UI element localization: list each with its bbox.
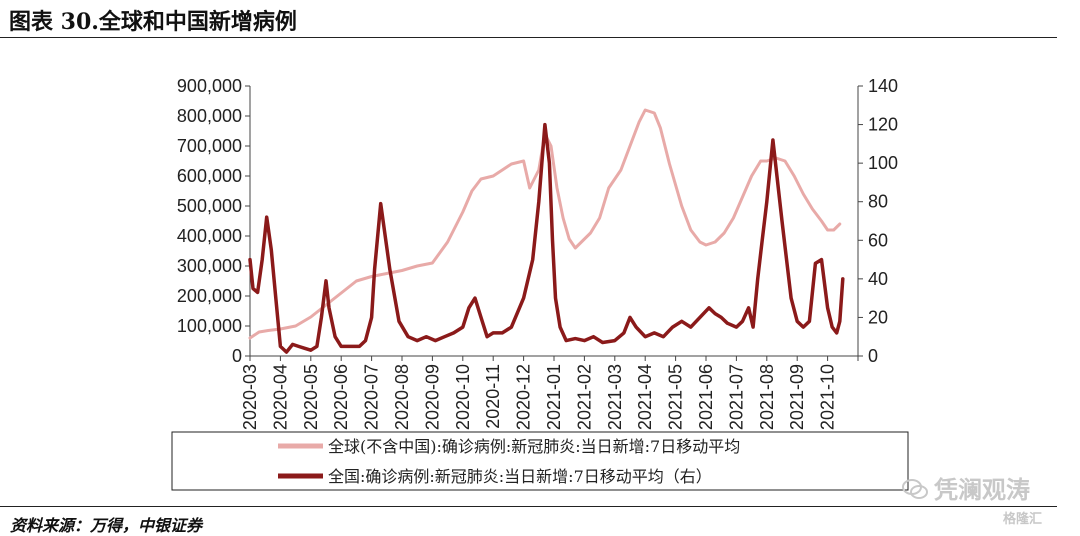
x-tick-label: 2021-10 [818, 364, 838, 430]
right-tick-label: 20 [868, 307, 888, 327]
legend-label-china: 全国:确诊病例:新冠肺炎:当日新增:7日移动平均（右） [328, 467, 712, 486]
right-tick-label: 140 [868, 76, 898, 96]
right-tick-label: 120 [868, 115, 898, 135]
x-tick-label: 2020-08 [392, 364, 412, 430]
left-tick-label: 800,000 [177, 106, 242, 126]
legend-box [171, 431, 909, 491]
x-tick-label: 2021-06 [696, 364, 716, 430]
left-tick-label: 300,000 [177, 256, 242, 276]
x-tick-label: 2020-07 [362, 364, 382, 430]
left-tick-label: 600,000 [177, 166, 242, 186]
left-tick-label: 500,000 [177, 196, 242, 216]
left-tick-label: 0 [232, 346, 242, 366]
figure-title: 图表 30.全球和中国新增病例 [9, 9, 297, 35]
x-tick-label: 2020-11 [483, 364, 503, 429]
x-tick-label: 2021-02 [574, 364, 594, 430]
x-tick-label: 2021-04 [635, 364, 655, 430]
source-note: 资料来源：万得，中银证券 [10, 516, 203, 535]
x-tick-label: 2020-12 [514, 364, 534, 430]
legend-label-global: 全球(不含中国):确诊病例:新冠肺炎:当日新增:7日移动平均 [328, 437, 740, 456]
left-tick-label: 700,000 [177, 136, 242, 156]
left-tick-label: 400,000 [177, 226, 242, 246]
series-layer [248, 108, 845, 354]
x-tick-label: 2021-07 [726, 364, 746, 430]
legend: 全球(不含中国):确诊病例:新冠肺炎:当日新增:7日移动平均 全国:确诊病例:新… [171, 431, 909, 491]
left-tick-label: 900,000 [177, 76, 242, 96]
x-tick-label: 2020-05 [301, 364, 321, 430]
bottom-divider [0, 506, 1057, 507]
right-tick-label: 60 [868, 230, 888, 250]
x-tick-label: 2021-03 [605, 364, 625, 430]
left-tick-label: 200,000 [177, 286, 242, 306]
right-tick-label: 40 [868, 269, 888, 289]
x-tick-label: 2020-10 [453, 364, 473, 430]
x-tick-label: 2020-03 [240, 364, 260, 430]
corner-watermark: 格隆汇 [1003, 512, 1043, 527]
x-tick-label: 2020-04 [270, 364, 290, 430]
x-tick-label: 2021-05 [666, 364, 686, 430]
right-tick-label: 100 [868, 153, 898, 173]
title-divider [0, 37, 1057, 38]
x-tick-label: 2021-09 [787, 364, 807, 430]
series-line-global [248, 108, 842, 340]
left-y-axis: 0 100,000 200,000 300,000 400,000 500,000 600,… [177, 76, 250, 366]
right-tick-label: 80 [868, 192, 888, 212]
x-tick-label: 2020-06 [331, 364, 351, 430]
series-line-china [248, 122, 845, 354]
left-tick-label: 100,000 [177, 316, 242, 336]
watermark: 凭澜观涛 [934, 476, 1030, 504]
x-tick-label: 2020-09 [422, 364, 442, 430]
plot-area [249, 86, 859, 357]
x-axis: 2020-03 2020-04 2020-05 2020-06 2020-07 2020-… [240, 356, 859, 430]
x-tick-label: 2021-08 [757, 364, 777, 430]
right-y-axis: 0 20 40 60 80 100 120 140 [858, 76, 898, 366]
wechat-icon [902, 479, 928, 499]
right-tick-label: 0 [868, 346, 878, 366]
x-tick-label: 2021-01 [544, 364, 564, 430]
